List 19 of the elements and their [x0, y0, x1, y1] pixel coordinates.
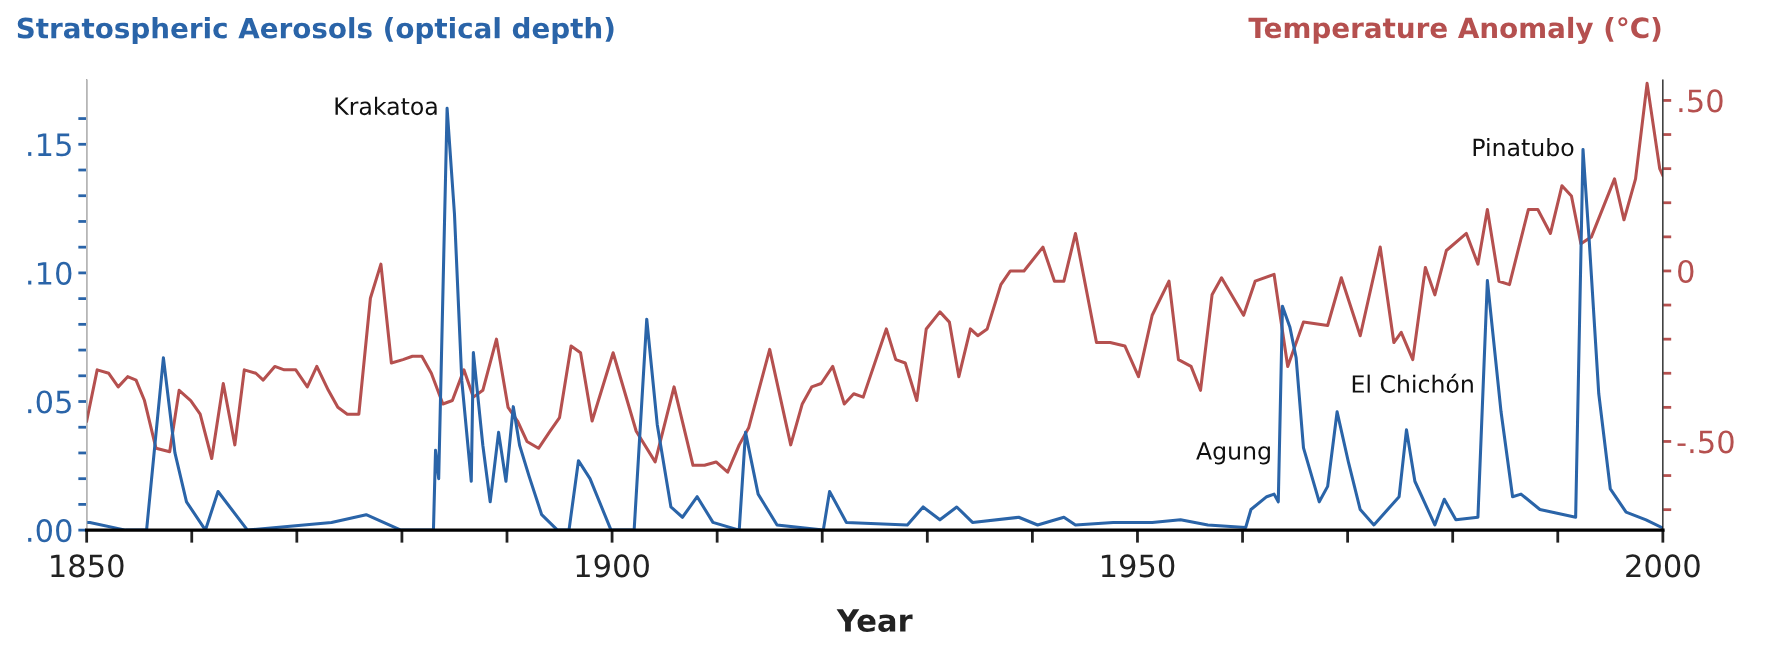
- x-tick-label: 1850: [51, 554, 124, 578]
- y-axis-title: Stratospheric Aerosols (optical depth): [17, 17, 614, 44]
- x-tick-label: 1900: [576, 554, 649, 578]
- y2-axis-title: Temperature Anomaly (°C): [1248, 16, 1661, 44]
- y2-tick-label: -.50: [1677, 430, 1734, 454]
- x-tick-label: 1950: [1101, 554, 1175, 578]
- y-tick-label: .10: [28, 261, 72, 285]
- line-series: [86, 81, 1663, 474]
- annotation: Krakatoa: [335, 96, 437, 116]
- annotation: Pinatubo: [1473, 138, 1574, 157]
- y2-tick-label: .50: [1679, 89, 1723, 113]
- y2-tick-label: 0: [1678, 259, 1694, 283]
- y-tick-label: .15: [28, 133, 71, 157]
- annotation: Agung: [1196, 442, 1270, 465]
- annotation: El Chichón: [1352, 373, 1473, 393]
- y-tick-label: .05: [28, 390, 71, 414]
- y-tick-label: .00: [28, 519, 72, 543]
- x-tick-label: 2000: [1626, 554, 1700, 578]
- x-axis-title: Year: [836, 609, 913, 632]
